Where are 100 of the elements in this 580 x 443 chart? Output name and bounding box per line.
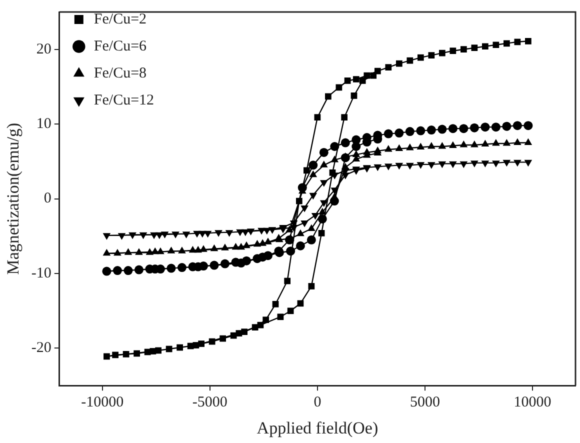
point (308, 224, 316, 231)
point (124, 248, 132, 255)
x-tick-label: 5000 (410, 394, 440, 411)
point (318, 230, 325, 236)
point (104, 353, 110, 360)
x-tick-label: -5000 (192, 394, 228, 411)
point (449, 161, 457, 168)
point (102, 233, 111, 240)
point (428, 162, 436, 169)
point (471, 44, 478, 52)
point (210, 260, 219, 270)
point (102, 266, 112, 276)
point (268, 227, 276, 234)
point (406, 162, 414, 170)
point (296, 198, 302, 204)
point (296, 241, 305, 250)
point (482, 43, 488, 50)
point (426, 126, 436, 135)
point (438, 124, 447, 134)
point (524, 138, 532, 146)
point (395, 162, 404, 170)
point (330, 196, 339, 206)
point (264, 238, 272, 244)
point (492, 139, 500, 146)
point (340, 138, 350, 148)
point (438, 142, 446, 149)
point (308, 283, 315, 290)
point (314, 114, 321, 121)
point (134, 350, 140, 357)
x-axis-title: Applied field(Oe) (256, 418, 378, 438)
point (242, 241, 250, 248)
point (524, 121, 533, 130)
point (342, 172, 350, 180)
point (344, 78, 351, 84)
legend-label: Fe/Cu=2 (94, 11, 147, 28)
point (253, 240, 262, 247)
point (208, 338, 216, 345)
point (220, 259, 230, 268)
point (150, 348, 156, 354)
point (405, 127, 414, 136)
point (277, 314, 284, 320)
point (139, 232, 148, 240)
point (470, 160, 478, 168)
point (304, 167, 310, 174)
legend-label: Fe/Cu=6 (94, 38, 148, 54)
point (384, 129, 393, 138)
point (225, 230, 234, 237)
point (514, 160, 522, 167)
point (438, 50, 446, 56)
point (417, 54, 424, 61)
point (395, 144, 404, 151)
point (359, 78, 366, 84)
point (166, 264, 176, 273)
point (470, 140, 478, 148)
point (428, 142, 436, 149)
point (309, 170, 318, 178)
point (384, 164, 392, 170)
point (416, 126, 426, 136)
point (481, 160, 490, 168)
point (449, 141, 457, 148)
point (102, 248, 111, 256)
y-tick-label: 10 (36, 116, 52, 132)
point (300, 206, 308, 212)
point (114, 248, 122, 256)
point (306, 235, 316, 244)
point (284, 235, 294, 244)
point (480, 122, 490, 132)
point (198, 230, 206, 238)
point (384, 144, 392, 152)
point (370, 72, 377, 79)
point (221, 244, 229, 250)
point (340, 153, 350, 162)
point (237, 242, 246, 250)
point (118, 233, 126, 240)
point (318, 208, 326, 214)
point (178, 246, 186, 254)
point (460, 46, 467, 53)
x-tick-label: 10000 (514, 394, 552, 411)
point (502, 139, 511, 146)
point (236, 330, 242, 336)
y-tick-label: 0 (44, 190, 52, 207)
point (112, 352, 118, 358)
point (122, 351, 130, 358)
point (220, 335, 226, 342)
point (296, 229, 304, 236)
point (182, 232, 190, 238)
point (297, 300, 304, 307)
point (428, 52, 435, 59)
point (160, 232, 169, 238)
point (352, 76, 360, 82)
point (124, 266, 133, 276)
point (287, 308, 294, 314)
point (257, 322, 264, 328)
point (524, 160, 532, 167)
legend-label: Fe/Cu=12 (94, 92, 154, 108)
point (134, 265, 144, 274)
point (481, 140, 490, 147)
point (320, 200, 328, 208)
point (214, 230, 222, 237)
point (416, 142, 425, 150)
